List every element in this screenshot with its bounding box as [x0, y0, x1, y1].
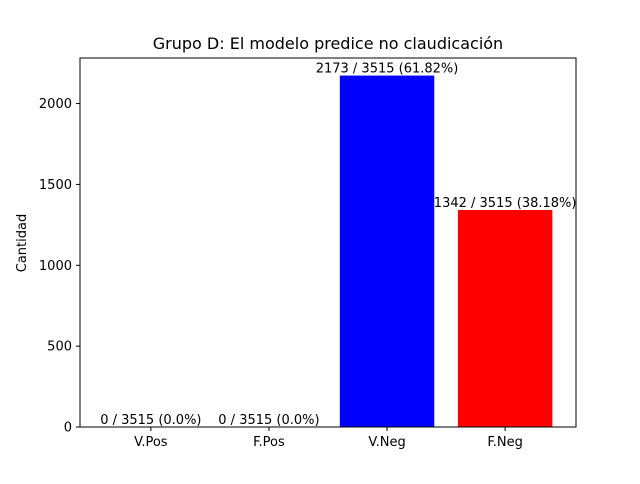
y-tick-label: 1000 — [39, 259, 72, 274]
bar-v-neg — [339, 75, 435, 428]
y-tick-label: 2000 — [39, 97, 72, 112]
plot-frame — [79, 57, 577, 428]
x-tick-label: F.Pos — [253, 435, 285, 450]
y-axis-label: Cantidad — [15, 214, 30, 272]
y-tick-label: 0 — [64, 421, 72, 436]
bar-f-neg — [457, 209, 553, 427]
y-tick-label: 500 — [47, 340, 72, 355]
y-tick-label: 1500 — [39, 178, 72, 193]
bar-data-label: 0 / 3515 (0.0%) — [218, 413, 319, 428]
chart-title: Grupo D: El modelo predice no claudicaci… — [153, 34, 503, 53]
x-tick-label: F.Neg — [487, 435, 523, 450]
x-tick-label: V.Pos — [134, 435, 168, 450]
x-tick-label: V.Neg — [368, 435, 405, 450]
bar-data-label: 0 / 3515 (0.0%) — [100, 413, 201, 428]
plot-area: 0 / 3515 (0.0%) V.Pos 0 / 3515 (0.0%) F.Pos… — [39, 57, 577, 450]
bar-data-label: 2173 / 3515 (61.82%) — [316, 62, 459, 77]
bar-data-label: 1342 / 3515 (38.18%) — [434, 196, 577, 211]
